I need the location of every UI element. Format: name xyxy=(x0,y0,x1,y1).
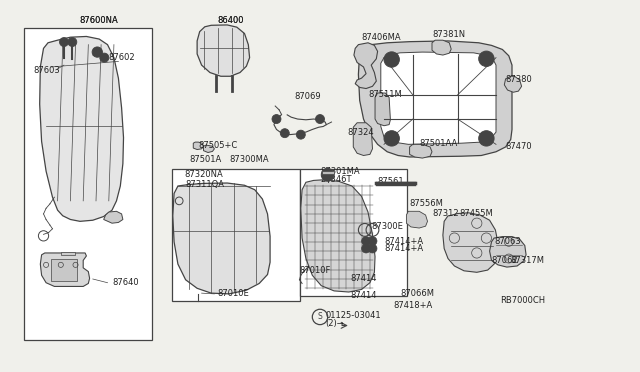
Polygon shape xyxy=(432,40,451,55)
Circle shape xyxy=(316,115,324,124)
Circle shape xyxy=(479,51,494,67)
Circle shape xyxy=(479,131,494,146)
Polygon shape xyxy=(410,144,432,158)
Polygon shape xyxy=(193,142,204,150)
Circle shape xyxy=(321,169,334,181)
Circle shape xyxy=(368,237,377,246)
Bar xyxy=(300,169,407,296)
Bar xyxy=(51,259,77,281)
Text: 87312: 87312 xyxy=(432,209,459,218)
Polygon shape xyxy=(504,76,522,92)
Circle shape xyxy=(60,38,68,46)
Text: S: S xyxy=(317,312,323,321)
Text: 87010F: 87010F xyxy=(300,266,331,275)
Circle shape xyxy=(100,53,109,62)
Text: 87317M: 87317M xyxy=(511,256,545,265)
Polygon shape xyxy=(375,93,390,126)
Polygon shape xyxy=(443,213,498,272)
Text: 87561: 87561 xyxy=(378,177,404,186)
Polygon shape xyxy=(322,171,334,174)
Bar xyxy=(172,169,300,301)
Text: 87010E: 87010E xyxy=(218,289,250,298)
Text: 87455M: 87455M xyxy=(460,209,493,218)
Text: 87603: 87603 xyxy=(33,66,60,75)
Text: 87414: 87414 xyxy=(351,274,377,283)
Polygon shape xyxy=(490,237,526,267)
Text: 87501AA: 87501AA xyxy=(419,139,458,148)
Polygon shape xyxy=(40,253,90,286)
Text: 87381N: 87381N xyxy=(432,30,465,39)
Circle shape xyxy=(384,131,399,146)
Text: 87406MA: 87406MA xyxy=(362,33,401,42)
Text: 87602: 87602 xyxy=(109,53,136,62)
Circle shape xyxy=(92,47,102,57)
Circle shape xyxy=(368,244,377,253)
Text: 87505+C: 87505+C xyxy=(198,141,237,150)
Text: RB7000CH: RB7000CH xyxy=(500,296,546,305)
Text: 86400: 86400 xyxy=(217,16,244,25)
Text: 87470: 87470 xyxy=(506,142,532,151)
Text: 87600NA: 87600NA xyxy=(80,16,118,25)
Text: 87301MA: 87301MA xyxy=(320,167,360,176)
Text: 24346T: 24346T xyxy=(320,175,351,184)
Circle shape xyxy=(68,38,77,46)
Text: 87320NA: 87320NA xyxy=(184,170,223,179)
Polygon shape xyxy=(301,180,375,292)
Polygon shape xyxy=(381,52,496,144)
Polygon shape xyxy=(358,41,512,157)
Polygon shape xyxy=(204,145,214,153)
Text: 87311QA: 87311QA xyxy=(186,180,225,189)
Text: 87300E: 87300E xyxy=(371,222,403,231)
Text: 87418+A: 87418+A xyxy=(394,301,433,310)
Circle shape xyxy=(362,244,371,253)
Text: (2)→: (2)→ xyxy=(325,319,344,328)
Circle shape xyxy=(362,237,371,246)
Polygon shape xyxy=(40,36,124,221)
Text: 01125-03041: 01125-03041 xyxy=(325,311,381,320)
Text: 87414: 87414 xyxy=(351,291,377,300)
Bar xyxy=(24,28,152,340)
Text: 87063: 87063 xyxy=(495,237,522,246)
Polygon shape xyxy=(104,211,123,223)
Polygon shape xyxy=(353,123,372,155)
Text: 87066M: 87066M xyxy=(400,289,434,298)
Text: 87300MA: 87300MA xyxy=(229,155,269,164)
Text: 87324: 87324 xyxy=(347,128,374,137)
Text: 86400: 86400 xyxy=(217,16,244,25)
Text: 87600NA: 87600NA xyxy=(80,16,118,25)
Polygon shape xyxy=(406,211,428,228)
Circle shape xyxy=(296,130,305,139)
Text: 87062: 87062 xyxy=(492,256,518,265)
Text: 87556M: 87556M xyxy=(410,199,444,208)
Bar xyxy=(61,252,75,255)
Circle shape xyxy=(280,129,289,138)
Text: 87511M: 87511M xyxy=(368,90,402,99)
Polygon shape xyxy=(173,183,270,294)
Polygon shape xyxy=(197,25,250,76)
Text: 87414+A: 87414+A xyxy=(384,244,423,253)
Text: 87640: 87640 xyxy=(112,278,139,287)
Text: 87069: 87069 xyxy=(294,92,321,101)
Circle shape xyxy=(384,52,399,67)
Text: 87380: 87380 xyxy=(506,76,532,84)
Circle shape xyxy=(272,115,281,124)
Text: 87501A: 87501A xyxy=(189,155,221,164)
Text: 87414+A: 87414+A xyxy=(384,237,423,246)
Polygon shape xyxy=(354,43,378,89)
